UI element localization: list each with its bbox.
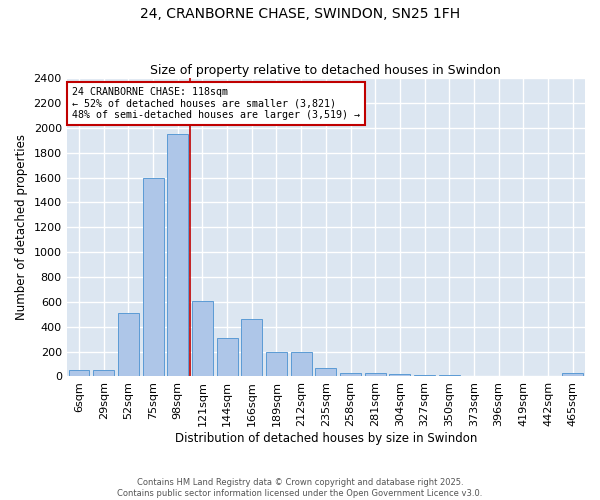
Bar bbox=[290, 352, 311, 376]
Bar bbox=[414, 374, 435, 376]
Bar bbox=[316, 368, 337, 376]
Bar bbox=[365, 374, 386, 376]
Bar bbox=[143, 178, 164, 376]
Bar bbox=[389, 374, 410, 376]
Bar bbox=[241, 318, 262, 376]
X-axis label: Distribution of detached houses by size in Swindon: Distribution of detached houses by size … bbox=[175, 432, 477, 445]
Bar bbox=[217, 338, 238, 376]
Bar bbox=[118, 313, 139, 376]
Bar bbox=[68, 370, 89, 376]
Text: Contains HM Land Registry data © Crown copyright and database right 2025.
Contai: Contains HM Land Registry data © Crown c… bbox=[118, 478, 482, 498]
Bar bbox=[93, 370, 114, 376]
Bar bbox=[439, 375, 460, 376]
Text: 24 CRANBORNE CHASE: 118sqm
← 52% of detached houses are smaller (3,821)
48% of s: 24 CRANBORNE CHASE: 118sqm ← 52% of deta… bbox=[72, 87, 360, 120]
Title: Size of property relative to detached houses in Swindon: Size of property relative to detached ho… bbox=[151, 64, 501, 77]
Bar bbox=[562, 372, 583, 376]
Y-axis label: Number of detached properties: Number of detached properties bbox=[15, 134, 28, 320]
Bar bbox=[167, 134, 188, 376]
Text: 24, CRANBORNE CHASE, SWINDON, SN25 1FH: 24, CRANBORNE CHASE, SWINDON, SN25 1FH bbox=[140, 8, 460, 22]
Bar bbox=[192, 300, 213, 376]
Bar bbox=[266, 352, 287, 376]
Bar bbox=[340, 372, 361, 376]
